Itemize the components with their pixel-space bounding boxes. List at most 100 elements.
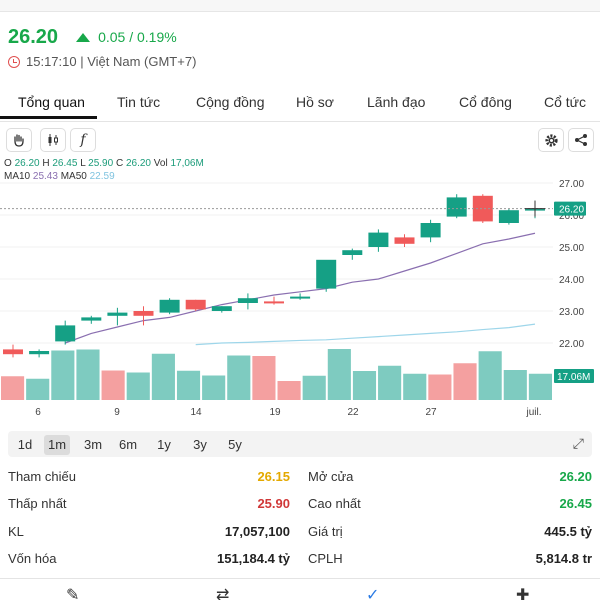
volume-bar [227, 355, 251, 400]
stat-label: Thấp nhất [8, 496, 67, 511]
close-value: 26.20 [125, 158, 151, 169]
tab-profile[interactable]: Hồ sơ [296, 94, 334, 110]
x-tick-label: juil. [525, 407, 541, 418]
candle-body [159, 299, 180, 313]
hand-tool-button[interactable] [6, 128, 32, 152]
period-5y[interactable]: 5y [228, 437, 242, 452]
volume-bar [76, 349, 100, 400]
candle-body [3, 349, 23, 355]
price-chart[interactable]: 27.00 26.00 25.00 24.00 23.00 22.00 26.20 17.06… [0, 160, 600, 420]
tab-leadership[interactable]: Lãnh đạo [367, 94, 426, 110]
up-arrow-icon [76, 32, 91, 42]
candle-body [394, 237, 415, 244]
period-1y[interactable]: 1y [157, 437, 171, 452]
last-price-badge [554, 201, 586, 216]
stat-label: Cao nhất [308, 496, 361, 511]
x-tick-label: 27 [425, 407, 437, 418]
y-tick-label: 24.00 [559, 275, 584, 286]
volume-bar [327, 349, 351, 400]
volume-bar [26, 378, 50, 400]
period-1d[interactable]: 1d [17, 437, 33, 452]
candle-body [55, 325, 76, 342]
volume-bar [453, 363, 477, 400]
bottom-action-bar: ✎ ⇄ ✓ ✚ [0, 578, 600, 600]
candle-body [107, 312, 128, 316]
tab-overview[interactable]: Tổng quan [18, 94, 85, 110]
stat-label: CPLH [308, 551, 343, 566]
ma10-line [64, 232, 536, 344]
expand-icon[interactable]: ⤢ [572, 435, 584, 451]
period-selector: 1d 1m 3m 6m 1y 3y 5y ⤢ [8, 431, 592, 457]
last-price: 26.20 [8, 25, 59, 48]
volume-bar [202, 375, 226, 400]
candle-body [316, 259, 337, 289]
stat-value: 26.15 [257, 469, 290, 484]
time-text: 15:17:10 | Việt Nam (GMT+7) [26, 54, 197, 69]
candle-body [472, 195, 493, 222]
last-volume-label: 17.06M [557, 372, 590, 383]
swap-icon[interactable]: ⇄ [216, 587, 230, 600]
ma50-line [195, 323, 536, 346]
volume-bar [126, 372, 150, 400]
stat-label: Tham chiếu [8, 469, 76, 484]
period-3y[interactable]: 3y [193, 437, 207, 452]
ma10-value: 25.43 [32, 171, 58, 182]
stat-value: 25.90 [257, 496, 290, 511]
check-icon[interactable]: ✓ [366, 587, 380, 600]
candlestick-icon [48, 134, 58, 146]
top-strip [0, 0, 600, 12]
y-tick-label: 27.00 [559, 179, 584, 190]
ohlc-legend: O 26.20 H 26.45 L 25.90 C 26.20 Vol 17,0… [4, 158, 204, 169]
y-tick-label: 26.00 [559, 211, 584, 222]
indicators-button[interactable]: f [70, 128, 96, 152]
share-button[interactable] [568, 128, 594, 152]
volume-bar [101, 370, 125, 400]
candle-body [81, 317, 102, 321]
candle-body [211, 306, 232, 311]
y-tick-label: 23.00 [559, 307, 584, 318]
share-icon [575, 134, 587, 146]
tab-community[interactable]: Cộng đồng [196, 94, 265, 110]
x-tick-label: 19 [269, 407, 281, 418]
x-tick-label: 22 [347, 407, 359, 418]
pencil-icon[interactable]: ✎ [66, 587, 80, 600]
last-volume-badge [554, 369, 594, 383]
period-6m[interactable]: 6m [118, 437, 138, 452]
add-icon[interactable]: ✚ [516, 587, 530, 600]
period-1m[interactable]: 1m [44, 435, 70, 455]
volume-bar [277, 381, 301, 400]
clock-icon [8, 55, 20, 68]
candle-body [290, 296, 311, 299]
stat-value: 5,814.8 tr [535, 551, 592, 566]
ma50-value: 22.59 [89, 171, 115, 182]
stat-value: 26.20 [559, 469, 592, 484]
settings-button[interactable] [538, 128, 564, 152]
stat-label: Vốn hóa [8, 551, 57, 566]
tab-dividends[interactable]: Cổ tức [544, 94, 587, 110]
ma10-label: MA10 [4, 171, 31, 182]
volume-bar [1, 376, 25, 400]
function-icon: f [80, 132, 86, 148]
candle-body [420, 223, 441, 238]
candle-body [498, 210, 519, 223]
candle-body [446, 197, 467, 217]
stat-value: 445.5 tỷ [544, 524, 592, 539]
stat-label: Giá trị [308, 524, 343, 539]
gear-icon [544, 133, 558, 147]
tab-shareholders[interactable]: Cổ đông [459, 94, 512, 110]
period-3m[interactable]: 3m [83, 437, 103, 452]
tab-news[interactable]: Tin tức [117, 94, 161, 110]
volume-bar [503, 370, 527, 400]
x-tick-label: 6 [35, 407, 41, 418]
candle-type-button[interactable] [40, 128, 66, 152]
volume-bar [428, 374, 452, 400]
stat-label: KL [8, 524, 24, 539]
candle-body [368, 232, 389, 247]
ma50-label: MA50 [60, 171, 87, 182]
quote-time: 15:17:10 | Việt Nam (GMT+7) [8, 54, 196, 69]
candle-body [342, 250, 363, 255]
volume-bar [176, 370, 201, 400]
volume-bar [252, 356, 276, 400]
candle-body [185, 299, 206, 310]
stat-label: Mở cửa [308, 469, 354, 484]
